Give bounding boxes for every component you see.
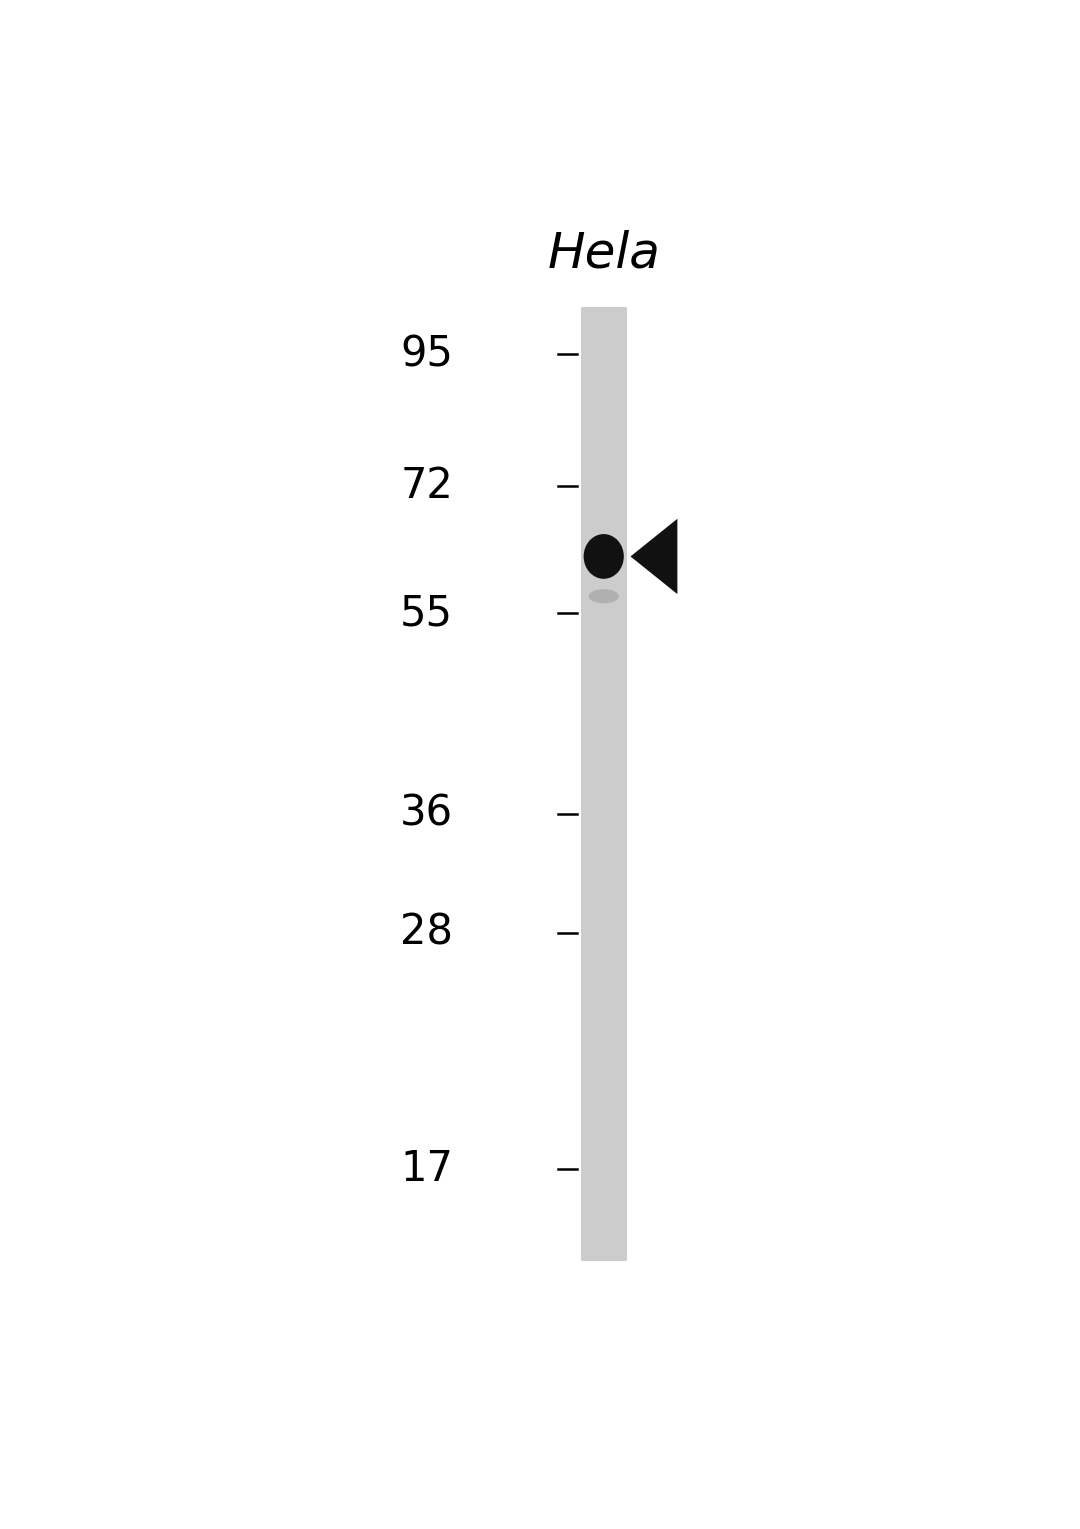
Text: 36: 36 [400, 792, 454, 835]
Text: 72: 72 [401, 465, 454, 506]
Ellipse shape [583, 534, 624, 579]
Text: 17: 17 [401, 1148, 454, 1190]
Text: 95: 95 [401, 333, 454, 376]
Ellipse shape [589, 589, 619, 604]
Bar [581, 307, 626, 1261]
Text: Hela: Hela [548, 229, 660, 278]
Text: 55: 55 [400, 592, 454, 635]
Text: 28: 28 [400, 911, 454, 954]
Polygon shape [631, 518, 677, 595]
